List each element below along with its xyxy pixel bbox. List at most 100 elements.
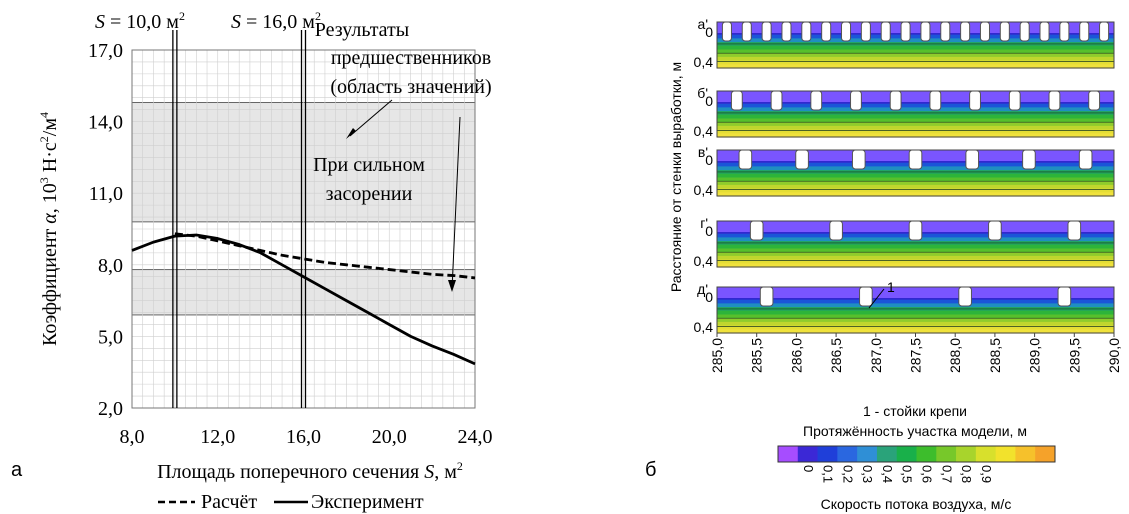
x-tick-label-b: 286,0	[788, 338, 804, 373]
support-post	[1067, 220, 1082, 241]
velocity-band	[717, 53, 1114, 58]
velocity-band	[717, 192, 1114, 197]
support-post	[821, 21, 832, 42]
velocity-band	[717, 296, 1114, 301]
support-post	[841, 21, 852, 42]
support-post	[829, 220, 843, 241]
x-tick-label-b: 288,0	[947, 338, 963, 373]
velocity-band	[717, 318, 1114, 323]
colorbar-tick-label: 0,5	[900, 465, 915, 483]
y-tick-04: 0,4	[694, 123, 714, 139]
velocity-band	[717, 263, 1114, 268]
s16-annotation: S = 16,0 м2	[231, 9, 321, 33]
colorbar-swatch	[857, 446, 878, 462]
support-post	[721, 21, 732, 42]
predecessors-line-2: предшественников	[331, 47, 491, 69]
support-post	[761, 21, 772, 42]
velocity-band	[717, 188, 1114, 193]
vertical-markers	[172, 30, 307, 408]
y-tick-label: 11,0	[89, 183, 123, 205]
x-tick-label-b: 289,0	[1027, 338, 1043, 373]
velocity-band	[717, 248, 1114, 253]
field-row-2: б'0 0,4	[694, 85, 1115, 139]
velocity-band	[717, 34, 1114, 39]
y-tick-label: 2,0	[98, 398, 123, 420]
panel-b: а'00,4б'00,4в'00,4г'00,4д'00,4 285,0 285,…	[645, 16, 1122, 512]
row-label: а'	[698, 16, 708, 32]
plot-frame	[131, 49, 476, 409]
y-tick-zero: 0	[705, 24, 713, 40]
series-line-exp	[131, 233, 476, 366]
field-frame	[716, 149, 1115, 197]
support-post	[1079, 21, 1090, 42]
clogging-line-2: засорении	[326, 183, 413, 205]
x-tick-labels: 285,0 285,5 286,0 286,5 287,0 287,5 288,0 288,5…	[709, 333, 1122, 373]
velocity-band	[717, 122, 1114, 127]
y-axis-label-b: Расстояние от стенки выработки, м	[668, 62, 684, 292]
support-post	[741, 21, 752, 42]
panel-letter-b: б	[645, 459, 656, 481]
velocity-band	[717, 118, 1114, 123]
colorbar-swatch	[995, 446, 1016, 462]
colorbar-swatch	[837, 446, 858, 462]
y-tick-04: 0,4	[694, 319, 714, 335]
velocity-band	[717, 103, 1114, 108]
velocity-band	[717, 64, 1114, 69]
velocity-band	[717, 177, 1114, 182]
velocity-band	[717, 325, 1114, 330]
velocity-band	[717, 49, 1114, 54]
colorbar-tick-label: 0,2	[840, 465, 855, 483]
support-post	[749, 220, 764, 241]
x-tick-label-b: 286,5	[828, 338, 844, 373]
support-post	[965, 149, 980, 170]
velocity-band	[717, 129, 1114, 134]
field-row-5: д'0 0,4	[694, 281, 1115, 335]
support-post	[1078, 149, 1093, 170]
velocity-band	[717, 303, 1114, 308]
row-label: в'	[698, 144, 708, 160]
colorbar-tick-label: 0,4	[880, 465, 895, 483]
field-row-4: г'0 0,4	[694, 215, 1115, 269]
y-tick-zero: 0	[705, 93, 713, 109]
panel-letter-a: а	[11, 459, 23, 481]
support-post	[1008, 90, 1021, 111]
support-post	[1039, 21, 1050, 42]
velocity-band	[717, 60, 1114, 65]
support-post	[908, 149, 923, 170]
colorbar-swatch	[1015, 446, 1036, 462]
callout-leader	[868, 288, 885, 309]
support-post	[960, 21, 971, 42]
x-tick-label-b: 287,0	[868, 338, 884, 373]
y-tick-label: 14,0	[88, 112, 123, 134]
colorbar-tick-label: 0,7	[939, 465, 954, 483]
y-tick-04: 0,4	[694, 54, 714, 70]
x-axis-label-b: Протяжённость участка модели, м	[803, 423, 1027, 439]
support-post	[795, 149, 809, 170]
velocity-field-rows: а'00,4б'00,4в'00,4г'00,4д'00,4	[694, 16, 1115, 335]
panel-a: 8,0 12,0 16,0 20,0 24,0 2,0 5,0 8,0 11,0 14,0 17,0…	[11, 9, 493, 513]
colorbar-tick-label: 0,3	[860, 465, 875, 483]
velocity-band	[717, 181, 1114, 186]
support-post	[770, 90, 783, 111]
row-label: б'	[697, 85, 708, 101]
field-frame	[716, 220, 1115, 268]
support-post	[1019, 21, 1030, 42]
predecessors-line-1: Результаты	[315, 19, 409, 41]
wall-zone	[717, 22, 1114, 33]
axis-ticks: 8,0 12,0 16,0 20,0 24,0 2,0 5,0 8,0 11,0 14,0 17,0	[88, 40, 493, 448]
y-tick-zero: 0	[705, 289, 713, 305]
velocity-band	[717, 184, 1114, 190]
y-tick-label: 17,0	[88, 40, 123, 62]
support-post	[801, 21, 812, 42]
support-post	[1022, 149, 1036, 170]
field-frame	[716, 21, 1115, 69]
velocity-band	[717, 299, 1114, 304]
colorbar-swatch	[916, 446, 937, 462]
velocity-band	[717, 125, 1114, 131]
colorbar-swatch	[778, 446, 799, 462]
velocity-band	[717, 38, 1114, 43]
velocity-band	[717, 244, 1114, 250]
y-tick-04: 0,4	[694, 253, 714, 269]
velocity-band	[717, 100, 1114, 105]
support-post	[900, 21, 911, 42]
